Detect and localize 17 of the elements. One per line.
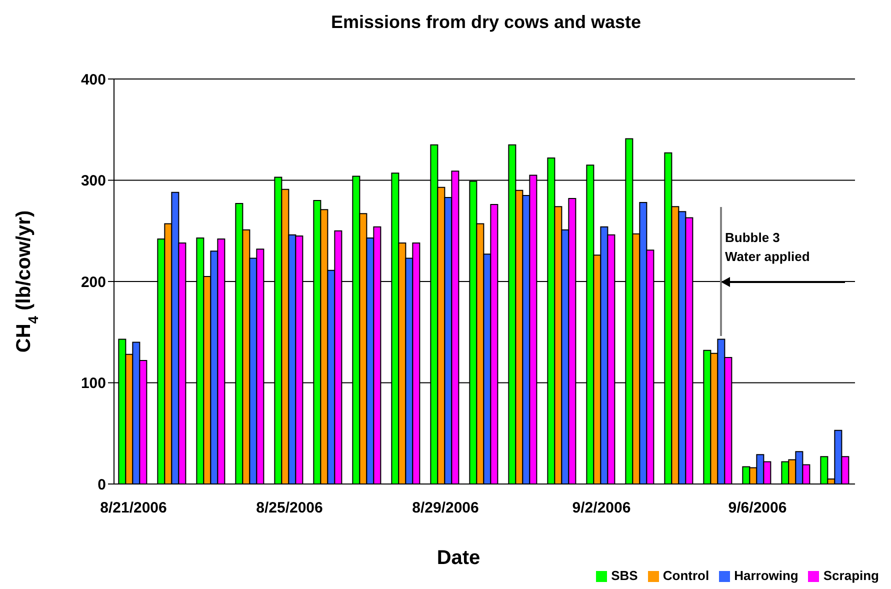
- x-axis-title: Date: [436, 547, 480, 569]
- legend-label: Scraping: [823, 568, 879, 583]
- legend-label: SBS: [611, 568, 638, 583]
- x-tick-label: 9/2/2006: [572, 500, 631, 517]
- y-tick-label: 100: [80, 375, 106, 392]
- y-tick-label: 400: [80, 71, 106, 88]
- annotation: Bubble 3 Water applied: [725, 229, 810, 266]
- y-tick-label: 200: [80, 274, 106, 291]
- y-tick-label: 300: [80, 172, 106, 190]
- x-tick-label: 8/29/2006: [412, 500, 479, 517]
- legend-label: Harrowing: [734, 568, 798, 583]
- x-tick-label: 8/25/2006: [256, 500, 323, 517]
- x-tick-label: 9/6/2006: [728, 500, 787, 517]
- y-tick-label: 0: [98, 476, 106, 494]
- chart-title: Emissions from dry cows and waste: [330, 12, 642, 33]
- x-tick-label: 8/21/2006: [100, 500, 167, 517]
- legend-label: Control: [662, 568, 710, 583]
